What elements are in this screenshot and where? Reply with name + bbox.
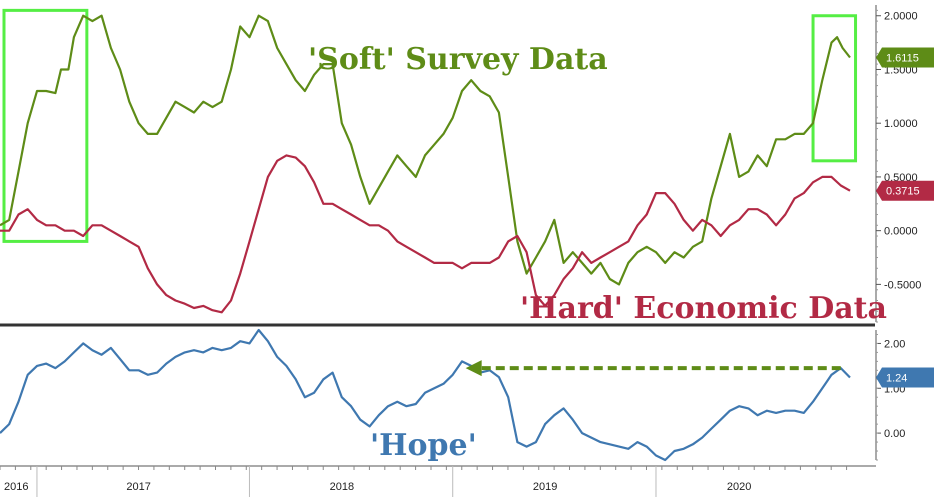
bottom-series-lines [0, 328, 851, 462]
y-tick-label: 2.0000 [884, 11, 918, 23]
bottom-panel: 2.001.000.00 1.24 'Hope' [0, 328, 934, 463]
hope-label: 'Hope' [370, 428, 477, 463]
series-line-0 [0, 14, 851, 286]
last-value-tag-bg [876, 367, 934, 388]
y-tick-label: 1.0000 [884, 118, 918, 130]
x-year-label: 2020 [727, 481, 751, 493]
series-line-1 [0, 154, 851, 314]
bottom-y-axis: 2.001.000.00 [875, 330, 905, 461]
highlight-box [811, 14, 858, 163]
bottom-last-value-tags: 1.24 [876, 367, 934, 388]
highlight-boxes [2, 8, 858, 243]
y-tick-label: 0.0000 [884, 226, 918, 238]
top-series-lines [0, 14, 851, 314]
last-value-tag: 0.3715 [876, 180, 934, 201]
last-value-tag-bg [876, 180, 934, 201]
x-axis: 2016 2017 2018 2019 2020 [0, 465, 876, 497]
x-year-label: 2018 [330, 481, 354, 493]
y-tick-label: -0.5000 [884, 279, 921, 291]
hard-economic-label: 'Hard' Economic Data [520, 291, 887, 326]
last-value-tag-bg [876, 47, 934, 68]
x-year-label: 2017 [126, 481, 150, 493]
x-year-label: 2019 [533, 481, 557, 493]
y-tick-label: 2.00 [884, 338, 905, 350]
x-year-label: 2016 [4, 481, 28, 493]
top-last-value-tags: 1.6115 0.3715 [876, 47, 934, 201]
y-tick-label: 0.00 [884, 428, 905, 440]
last-value-tag-text: 0.3715 [886, 186, 920, 198]
highlight-box [2, 8, 89, 243]
last-value-tag: 1.24 [876, 367, 934, 388]
soft-survey-label: 'Soft' Survey Data [308, 42, 608, 77]
reference-arrow [465, 360, 841, 377]
last-value-tag-text: 1.6115 [886, 52, 919, 64]
last-value-tag-text: 1.24 [886, 373, 907, 385]
series-line-0 [0, 328, 851, 462]
reference-arrow-head [465, 360, 482, 377]
last-value-tag: 1.6115 [876, 47, 934, 68]
